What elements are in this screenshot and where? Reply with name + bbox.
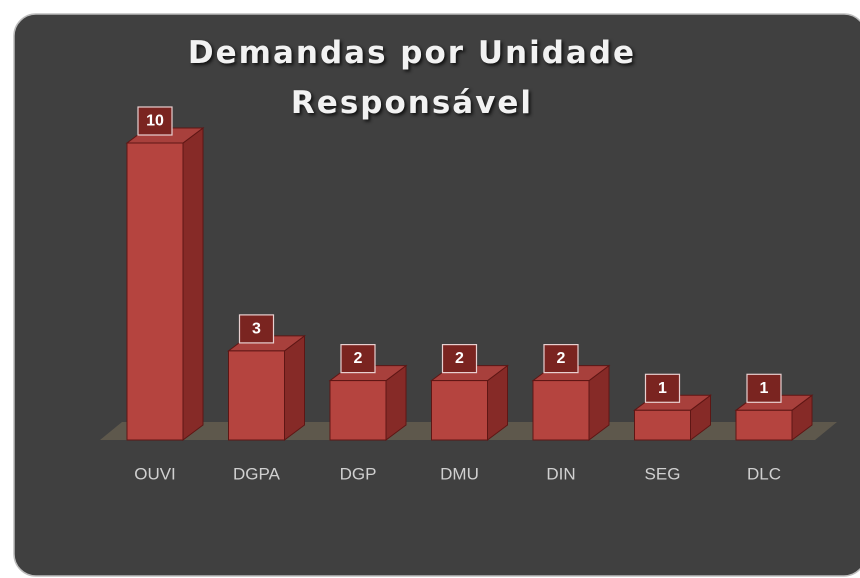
bar xyxy=(328,364,408,441)
value-label-box xyxy=(340,344,376,374)
value-label-box xyxy=(543,344,579,374)
value-label: 2 xyxy=(455,350,464,367)
value-label: 10 xyxy=(146,113,164,130)
bar-front xyxy=(126,142,184,441)
chart-title: Demandas por Unidade Responsável xyxy=(187,35,637,121)
bar-side xyxy=(182,127,204,441)
x-tick-label: SEG xyxy=(645,464,681,483)
value-label-box xyxy=(238,314,275,344)
value-label-box xyxy=(644,373,681,403)
value-label-box xyxy=(746,373,782,403)
x-tick-label: DMU xyxy=(440,464,479,483)
bar-front xyxy=(431,380,488,441)
bar-front xyxy=(329,380,387,441)
x-tick-label: OUVI xyxy=(134,464,176,483)
x-tick-label: DGP xyxy=(340,464,377,483)
bar xyxy=(430,364,509,441)
bar-front xyxy=(228,350,285,441)
x-tick-label: DGPA xyxy=(233,464,281,483)
bar-front xyxy=(634,409,691,441)
bar xyxy=(531,364,611,441)
bar-side xyxy=(284,334,305,441)
bar xyxy=(125,127,205,441)
value-label: 3 xyxy=(252,320,261,337)
value-label-box xyxy=(137,106,173,136)
value-label: 2 xyxy=(557,350,566,367)
bar xyxy=(734,394,814,441)
x-tick-label: DLC xyxy=(747,464,781,483)
value-label: 1 xyxy=(658,380,667,397)
bar-front xyxy=(735,409,793,441)
value-label: 1 xyxy=(760,380,769,397)
value-label-box xyxy=(441,344,478,374)
value-label: 2 xyxy=(354,350,363,367)
x-tick-label: DIN xyxy=(546,464,575,483)
bar-front xyxy=(532,380,590,441)
bar xyxy=(227,334,306,441)
